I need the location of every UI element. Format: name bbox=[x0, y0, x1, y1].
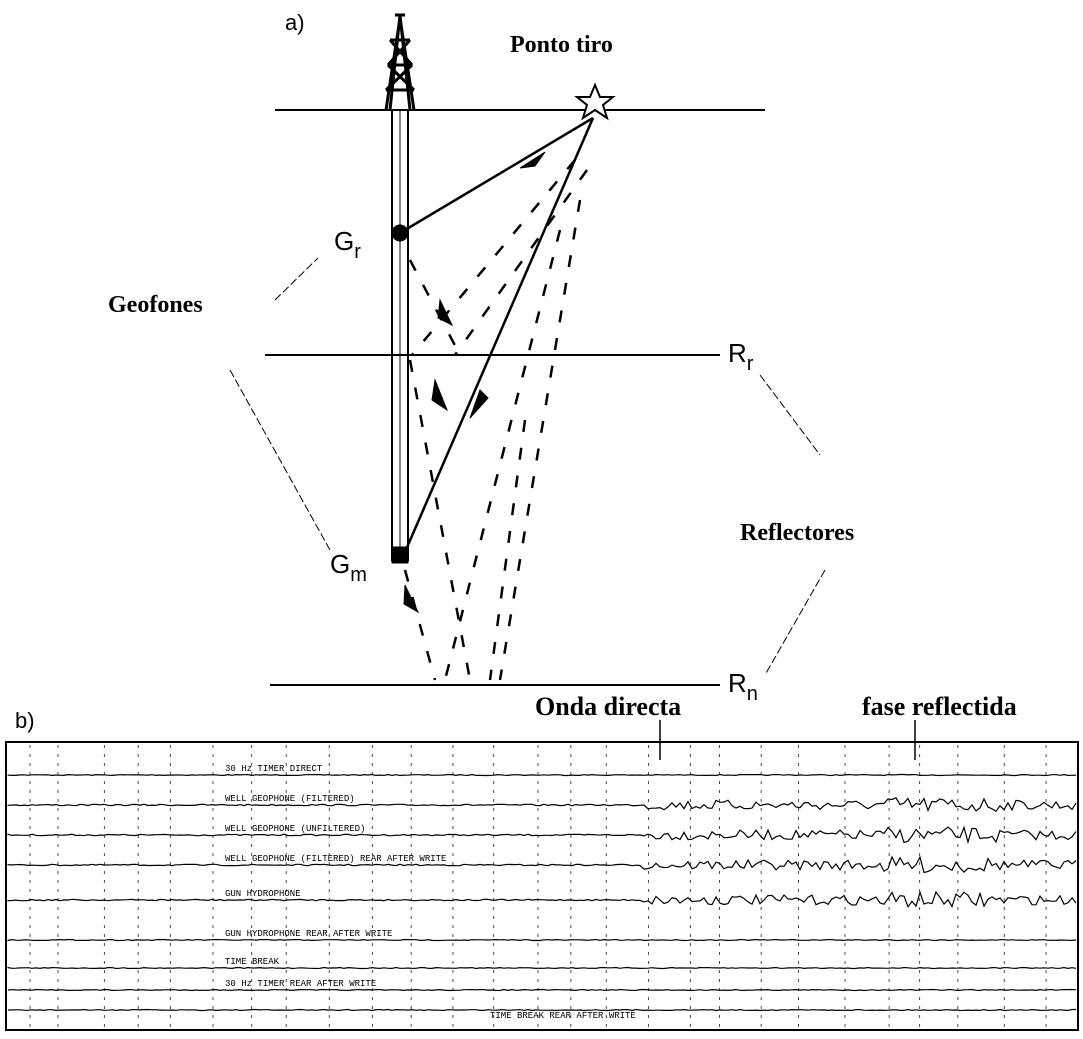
trace bbox=[8, 775, 1076, 776]
trace-label: WELL GEOPHONE (FILTERED) REAR AFTER WRIT… bbox=[225, 854, 446, 864]
gm-base: G bbox=[330, 549, 350, 579]
leaders bbox=[230, 258, 825, 675]
trace-label: WELL GEOPHONE (FILTERED) bbox=[225, 794, 355, 804]
gm-label: Gm bbox=[330, 549, 367, 586]
trace bbox=[8, 857, 1076, 872]
derrick bbox=[386, 15, 414, 110]
wave-arrows bbox=[404, 300, 452, 612]
trace bbox=[8, 990, 1076, 991]
rr-base: R bbox=[728, 338, 747, 368]
source-star bbox=[577, 85, 613, 118]
rn-base: R bbox=[728, 668, 747, 698]
reflected-label: fase reflectida bbox=[862, 692, 1017, 721]
geophones-label: Geofones bbox=[108, 292, 203, 318]
direct-ray bbox=[400, 118, 593, 233]
gm-sub: m bbox=[350, 564, 367, 586]
panel-label: a) bbox=[285, 10, 305, 35]
panel-b: b) Onda directa fase reflectida 30 Hz TI… bbox=[6, 692, 1078, 1030]
seismic-record: 30 Hz TIMER DIRECT WELL GEOPHONE (FILTERE… bbox=[8, 745, 1076, 1028]
trace bbox=[8, 940, 1076, 941]
geophone-bottom bbox=[392, 547, 408, 563]
trace bbox=[8, 827, 1076, 842]
panel-label: b) bbox=[15, 708, 35, 733]
rn-label: Rn bbox=[728, 668, 758, 705]
rr-sub: r bbox=[747, 353, 754, 375]
trace bbox=[8, 968, 1076, 969]
reflected-ray bbox=[405, 118, 593, 552]
trace-label: 30 Hz TIMER DIRECT bbox=[225, 764, 323, 774]
record-frame bbox=[6, 742, 1078, 1030]
rn-sub: n bbox=[747, 683, 758, 705]
diagram: a) Ponto tiro Geofones Reflectores Gr Gm… bbox=[0, 0, 1083, 1039]
dashed-rays bbox=[405, 160, 587, 680]
gr-base: G bbox=[334, 226, 354, 256]
trace-label: TIME BREAK bbox=[225, 957, 280, 967]
gr-sub: r bbox=[354, 241, 361, 263]
labels-a: a) Ponto tiro Geofones Reflectores Gr Gm… bbox=[108, 10, 854, 705]
geophone-top bbox=[392, 225, 408, 241]
trace-label: WELL GEOPHONE (UNFILTERED) bbox=[225, 824, 365, 834]
trace-label: GUN HYDROPHONE bbox=[225, 889, 301, 899]
direct-label: Onda directa bbox=[535, 692, 681, 721]
reflectors-label: Reflectores bbox=[740, 520, 854, 546]
trace-label: GUN HYDROPHONE REAR AFTER WRITE bbox=[225, 929, 392, 939]
trace bbox=[8, 892, 1076, 907]
trace-label: TIME BREAK REAR AFTER WRITE bbox=[490, 1011, 636, 1021]
source-label: Ponto tiro bbox=[510, 32, 613, 58]
rr-label: Rr bbox=[728, 338, 754, 375]
gr-label: Gr bbox=[334, 226, 361, 263]
trace-label: 30 Hz TIMER REAR AFTER WRITE bbox=[225, 979, 376, 989]
trace bbox=[8, 798, 1076, 812]
